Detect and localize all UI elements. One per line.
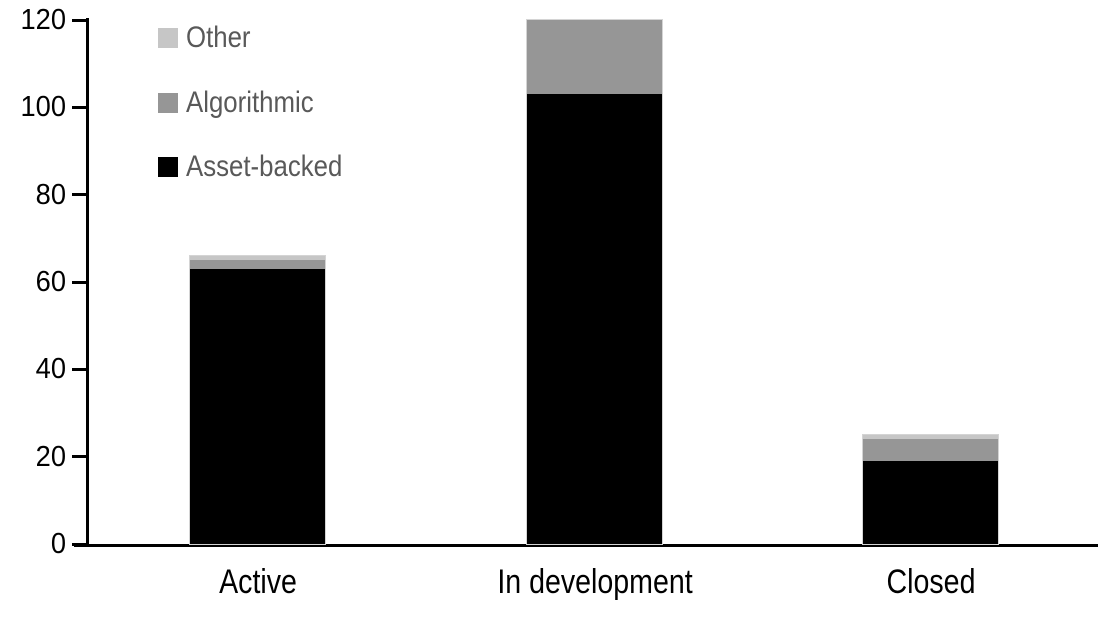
bar-segment-other xyxy=(863,434,998,440)
legend-label: Other xyxy=(186,21,251,54)
legend-label: Algorithmic xyxy=(186,85,314,119)
y-tick-label-80: 80 xyxy=(35,178,66,211)
y-tick-0 xyxy=(72,542,89,546)
bar-closed xyxy=(862,433,999,545)
legend-swatch-icon xyxy=(158,92,178,113)
y-tick-label-0: 0 xyxy=(50,528,66,560)
x-category-label-active: Active xyxy=(218,563,297,601)
y-tick-label-120: 120 xyxy=(20,4,67,36)
bar-active xyxy=(189,254,326,545)
y-tick-label-20: 20 xyxy=(35,440,66,473)
y-tick-label-40: 40 xyxy=(35,353,66,386)
bar-segment-algorithmic xyxy=(863,439,998,462)
legend-label: Asset-backed xyxy=(186,150,343,183)
legend-item-asset-backed: Asset-backed xyxy=(158,150,368,183)
y-tick-80 xyxy=(72,193,89,197)
bar-segment-algorithmic xyxy=(190,260,325,269)
legend-swatch-icon xyxy=(158,28,178,48)
bar-segment-asset-backed xyxy=(863,461,998,544)
x-axis-line xyxy=(74,544,1098,547)
legend-item-other: Other xyxy=(158,21,261,54)
x-category-label-closed: Closed xyxy=(886,563,975,601)
y-tick-20 xyxy=(72,455,89,459)
bar-segment-algorithmic xyxy=(527,20,662,95)
bar-segment-asset-backed xyxy=(190,268,325,544)
y-tick-label-60: 60 xyxy=(35,266,66,298)
bar-segment-asset-backed xyxy=(527,94,662,544)
y-tick-120 xyxy=(72,18,89,22)
bar-in-development xyxy=(526,19,663,545)
y-tick-label-100: 100 xyxy=(20,91,67,124)
legend-item-algorithmic: Algorithmic xyxy=(158,85,334,119)
bar-segment-other xyxy=(190,255,325,261)
x-category-label-in-development: In development xyxy=(496,563,693,601)
y-tick-40 xyxy=(72,367,89,371)
legend-swatch-icon xyxy=(158,157,178,177)
y-tick-100 xyxy=(72,105,89,109)
y-tick-60 xyxy=(72,280,89,284)
